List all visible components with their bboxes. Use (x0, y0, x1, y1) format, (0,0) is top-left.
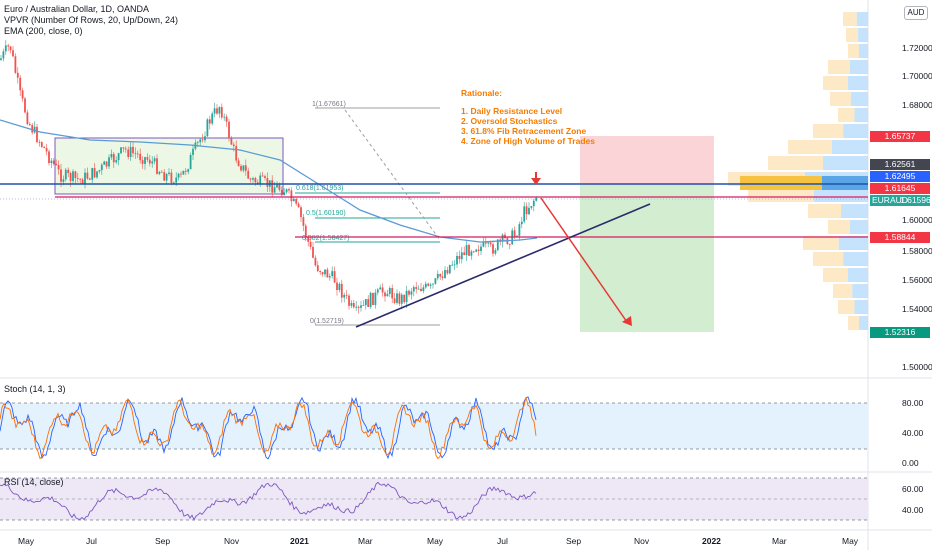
stoch-d-line (0, 397, 537, 460)
chart-legend: Euro / Australian Dollar, 1D, OANDA VPVR… (4, 4, 178, 37)
time-tick: 2022 (702, 536, 721, 546)
time-tick: May (18, 536, 35, 546)
price-tag-tp[interactable]: 1.52316 (870, 327, 930, 338)
stoch-tick: 40.00 (902, 428, 924, 438)
fib-label-0: 0(1.52719) (310, 318, 344, 325)
price-tick: 1.68000 (902, 100, 932, 110)
rsi-line (0, 481, 537, 521)
rationale-item: 4. Zone of High Volume of Trades (461, 136, 595, 146)
rsi-tick: 60.00 (902, 484, 924, 494)
symbol-price-tag[interactable]: EURAUD1.61596 (870, 195, 931, 206)
price-tag-dark[interactable]: 1.62561 (870, 159, 930, 170)
price-tick: 1.72000 (902, 43, 932, 53)
time-tick: Mar (358, 536, 373, 546)
stoch-legend[interactable]: Stoch (14, 1, 3) (4, 384, 66, 394)
time-tick: Sep (155, 536, 171, 546)
stoch-tick: 0.00 (902, 458, 919, 468)
time-tick: May (427, 536, 444, 546)
vpvr-legend[interactable]: VPVR (Number Of Rows, 20, Up/Down, 24) (4, 15, 179, 25)
rationale-item: 3. 61.8% Fib Retracement Zone (461, 126, 587, 136)
range-box[interactable] (54, 137, 284, 195)
ema-legend[interactable]: EMA (200, close, 0) (4, 26, 83, 36)
fib-label-382: 0.382(1.58427) (302, 235, 349, 242)
projection-arrow[interactable] (540, 197, 632, 326)
symbol-tag-name: EURAUD (872, 195, 908, 205)
rationale-note[interactable]: Rationale: 1. Daily Resistance Level 2. … (461, 88, 595, 146)
time-tick: 2021 (290, 536, 309, 546)
stop-loss-zone[interactable] (580, 136, 714, 186)
time-tick: May (842, 536, 859, 546)
price-tick: 1.54000 (902, 304, 932, 314)
price-tick: 1.50000 (902, 362, 932, 372)
stoch-k-line (0, 396, 537, 460)
stoch-tick: 80.00 (902, 398, 924, 408)
ema-200-line (0, 119, 538, 243)
fib-label-5: 0.5(1.60190) (306, 210, 346, 217)
time-tick: Jul (497, 536, 508, 546)
fib-trend-line (344, 109, 441, 241)
price-tick: 1.58000 (902, 246, 932, 256)
ascending-trendline[interactable] (355, 203, 651, 328)
fib-retracement[interactable]: 1(1.67661) 0.618(1.61953) 0.5(1.60190) 0… (295, 101, 441, 326)
price-tag-blue[interactable]: 1.62495 (870, 171, 930, 182)
rsi-tick: 40.00 (902, 505, 924, 515)
rationale-item: 1. Daily Resistance Level (461, 106, 563, 116)
down-arrow-marker (531, 172, 541, 185)
price-tick: 1.56000 (902, 275, 932, 285)
fib-label-1: 1(1.67661) (312, 101, 346, 108)
take-profit-zone[interactable] (580, 186, 714, 332)
time-tick: Mar (772, 536, 787, 546)
price-tick: 1.60000 (902, 215, 932, 225)
price-tag-sl[interactable]: 1.65737 (870, 131, 930, 142)
stoch-band (0, 403, 868, 449)
time-tick: Nov (634, 536, 650, 546)
fib-label-618: 0.618(1.61953) (296, 185, 343, 192)
rationale-item: 2. Oversold Stochastics (461, 116, 558, 126)
rationale-heading: Rationale: (461, 88, 503, 98)
price-tick: 1.70000 (902, 71, 932, 81)
time-tick: Nov (224, 536, 240, 546)
volume-profile (728, 12, 868, 330)
symbol-tag-value: 1.61596 (900, 195, 931, 205)
price-tag-red[interactable]: 1.61645 (870, 183, 930, 194)
rsi-legend[interactable]: RSI (14, close) (4, 477, 64, 487)
currency-badge[interactable]: AUD (904, 6, 928, 20)
time-tick: Jul (86, 536, 97, 546)
time-tick: Sep (566, 536, 582, 546)
symbol-title[interactable]: Euro / Australian Dollar, 1D, OANDA (4, 4, 150, 14)
price-tag-support[interactable]: 1.58844 (870, 232, 930, 243)
